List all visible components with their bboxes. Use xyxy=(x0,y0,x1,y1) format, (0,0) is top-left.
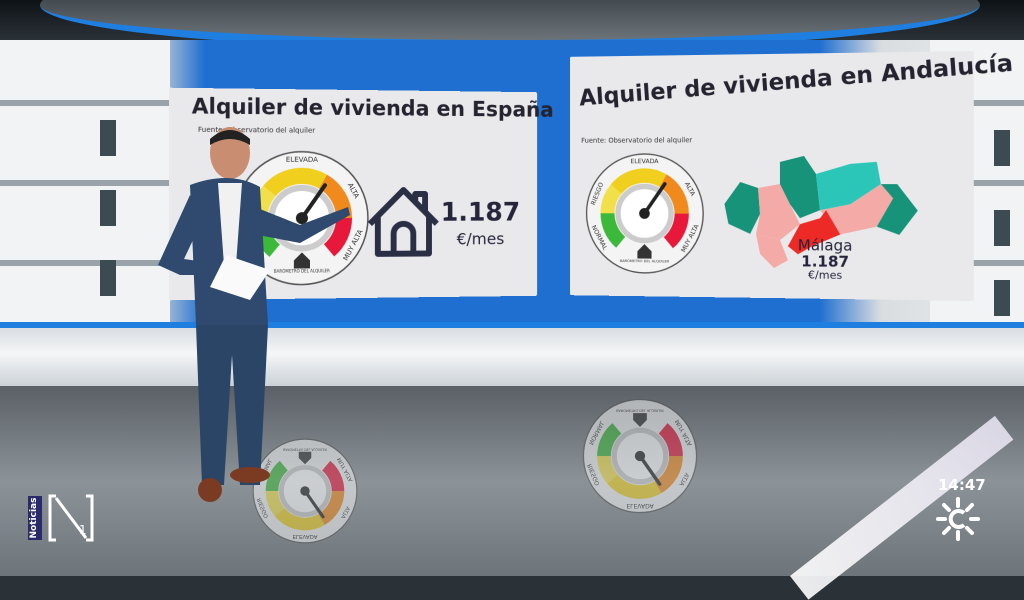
gauge-segment-riesgo xyxy=(265,490,285,517)
broadcast-clock: 14:47 xyxy=(938,476,986,494)
province-cordoba xyxy=(779,155,821,219)
panel-source: Fuente: Observatorio del alquiler xyxy=(581,136,693,145)
gauge-needle-hub xyxy=(634,450,646,462)
gauge-segment-elevada xyxy=(607,474,662,499)
presenter xyxy=(158,127,350,502)
house-outline-icon xyxy=(366,186,441,258)
n1-logo-icon: 1 xyxy=(48,494,94,542)
gauge-caption: BARÓMETRO DEL ALQUILER xyxy=(274,268,330,273)
canal-sur-logo xyxy=(936,497,980,541)
house-icon xyxy=(298,451,312,465)
svg-text:1: 1 xyxy=(79,523,87,537)
province-cadiz xyxy=(756,233,788,269)
gauge-label-alta: ALTA xyxy=(339,505,350,519)
gauge-center xyxy=(618,186,671,240)
building-left xyxy=(0,40,170,340)
gauge-label-elevada: ELEVADA xyxy=(626,502,654,509)
province-sevilla xyxy=(756,183,800,241)
gauge-segment-elevada xyxy=(274,507,325,531)
spain-rent-unit: €/mes xyxy=(456,229,505,249)
gauge-label-elevada: ELEVADA xyxy=(630,158,659,165)
house-icon xyxy=(637,244,652,259)
noticias-n1-logo: Noticias 1 xyxy=(28,494,100,542)
studio-floor-band xyxy=(0,322,1024,392)
gauge-caption: BARÓMETRO DEL ALQUILER xyxy=(283,448,327,453)
andalucia-rent-unit: €/mes xyxy=(808,268,843,282)
gauge-needle-hub xyxy=(639,208,650,219)
province-malaga xyxy=(787,210,841,255)
gauge-caption: BARÓMETRO DEL ALQUILER xyxy=(616,409,664,414)
andalucia-map xyxy=(724,155,918,269)
gauge-segment-normal xyxy=(265,460,289,492)
gauge-needle-hub xyxy=(295,212,308,225)
spain-rent-value: 1.187 xyxy=(440,197,521,228)
gauge-label-elevada: ELEVADA xyxy=(286,155,318,164)
gauge-needle xyxy=(303,489,325,519)
gauge-segment-muy-alta xyxy=(658,423,683,457)
province-jaen xyxy=(816,161,881,211)
gauge-label-elevada: ELEVADA xyxy=(292,533,317,539)
panel-andalucia: Alquiler de vivienda en Andalucía Fuente… xyxy=(569,50,1014,301)
province-huelva xyxy=(724,181,761,234)
gauge-caption: BARÓMETRO DEL ALQUILER xyxy=(620,258,670,263)
panel-title: Alquiler de vivienda en Andalucía xyxy=(578,50,1014,112)
gauge-segment-riesgo xyxy=(597,455,618,484)
gauge-needle-hub xyxy=(300,486,310,496)
channel-label: Noticias xyxy=(29,497,39,539)
gauge-needle xyxy=(638,454,662,486)
gauge-segment-normal xyxy=(597,423,622,457)
gauge-segment-muy-alta xyxy=(321,460,345,492)
panel-title: Alquiler de vivienda en España xyxy=(191,94,554,122)
province-granada xyxy=(820,184,894,235)
